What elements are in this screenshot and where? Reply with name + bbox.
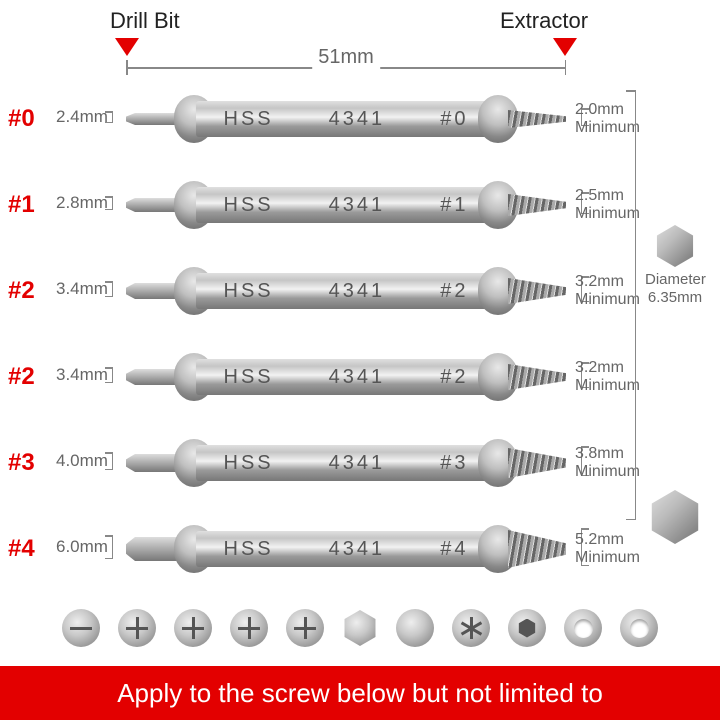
- arrow-drill-icon: [115, 38, 139, 56]
- bit-graphic: HSS 4341 #2: [126, 355, 566, 399]
- material-marking: HSS: [220, 538, 278, 561]
- extractor-tip: [508, 364, 566, 390]
- bit-size-label: #3: [8, 449, 35, 477]
- bit-size-label: #1: [8, 191, 35, 219]
- bit-graphic: HSS 4341 #3: [126, 441, 566, 485]
- bit-row: #2 3.4mm HSS 4341 #2 3.2mmMinimum: [0, 333, 720, 419]
- dim-bracket: [112, 196, 126, 210]
- bit-graphic: HSS 4341 #0: [126, 97, 566, 141]
- footer-text: Apply to the screw below but not limited…: [117, 678, 603, 709]
- bit-body: HSS 4341 #2: [196, 273, 496, 309]
- bit-id-marking: #4: [436, 538, 472, 561]
- bit-graphic: HSS 4341 #4: [126, 527, 566, 571]
- bit-size-label: #4: [8, 535, 35, 563]
- bit-id-marking: #2: [436, 280, 472, 303]
- bit-size-label: #2: [8, 363, 35, 391]
- screw-phillips-icon: [230, 609, 268, 647]
- hex-diameter-secondary: [645, 490, 705, 544]
- footer-banner: Apply to the screw below but not limited…: [0, 666, 720, 720]
- bit-row: #4 6.0mm HSS 4341 #4 5.2mmMinimum: [0, 505, 720, 591]
- bit-row: #2 3.4mm HSS 4341 #2 3.2mmMinimum: [0, 247, 720, 333]
- grade-marking: 4341: [325, 366, 390, 389]
- hex-diameter-label: Diameter 6.35mm: [645, 271, 705, 307]
- bit-id-marking: #0: [436, 108, 472, 131]
- screw-hex-icon: [342, 610, 378, 646]
- extractor-dim-value: 2.0mmMinimum: [575, 101, 640, 136]
- bit-graphic: HSS 4341 #1: [126, 183, 566, 227]
- bit-id-marking: #2: [436, 366, 472, 389]
- material-marking: HSS: [220, 452, 278, 475]
- extractor-tip: [508, 530, 566, 568]
- material-marking: HSS: [220, 108, 278, 131]
- hex-icon: [648, 490, 702, 544]
- bit-row: #1 2.8mm HSS 4341 #1 2.5mmMinimum: [0, 161, 720, 247]
- extractor-dim-value: 5.2mmMinimum: [575, 531, 640, 566]
- extractor-dim-value: 3.2mmMinimum: [575, 273, 640, 308]
- bit-row: #3 4.0mm HSS 4341 #3 3.8mmMinimum: [0, 419, 720, 505]
- hex-icon: [654, 225, 696, 267]
- dim-bracket: [112, 367, 126, 383]
- material-marking: HSS: [220, 366, 278, 389]
- bit-id-marking: #1: [436, 194, 472, 217]
- extractor-dim-value: 3.2mmMinimum: [575, 359, 640, 394]
- infographic-container: Drill Bit Extractor 51mm #0 2.4mm HSS 43…: [0, 0, 720, 720]
- drill-dim-value: 6.0mm: [56, 537, 108, 557]
- bit-id-marking: #3: [436, 452, 472, 475]
- bit-body: HSS 4341 #2: [196, 359, 496, 395]
- screw-combo-icon: [286, 609, 324, 647]
- bit-graphic: HSS 4341 #2: [126, 269, 566, 313]
- screw-pan-icon: [396, 609, 434, 647]
- drill-dim-value: 3.4mm: [56, 279, 108, 299]
- grade-marking: 4341: [325, 280, 390, 303]
- dim-bracket: [112, 452, 126, 470]
- bit-body: HSS 4341 #0: [196, 101, 496, 137]
- grade-marking: 4341: [325, 194, 390, 217]
- dim-bracket: [112, 535, 126, 559]
- extractor-dim-value: 3.8mmMinimum: [575, 445, 640, 480]
- bit-size-label: #2: [8, 277, 35, 305]
- screw-socket-icon: [508, 609, 546, 647]
- drill-dim-value: 2.4mm: [56, 107, 108, 127]
- overall-length-value: 51mm: [312, 46, 380, 69]
- dim-tick: [565, 60, 567, 75]
- extractor-tip: [508, 278, 566, 304]
- drill-dim-value: 3.4mm: [56, 365, 108, 385]
- bit-row: #0 2.4mm HSS 4341 #0 2.0mmMinimum: [0, 75, 720, 161]
- bits-list: #0 2.4mm HSS 4341 #0 2.0mmMinimum #1 2.8…: [0, 75, 720, 591]
- screw-pan-phillips-icon: [118, 609, 156, 647]
- bit-body: HSS 4341 #4: [196, 531, 496, 567]
- grade-marking: 4341: [325, 538, 390, 561]
- dim-bracket: [112, 281, 126, 297]
- material-marking: HSS: [220, 280, 278, 303]
- drill-bit-label: Drill Bit: [110, 8, 180, 34]
- screw-torx-icon: [452, 609, 490, 647]
- extractor-label: Extractor: [500, 8, 588, 34]
- bit-body: HSS 4341 #3: [196, 445, 496, 481]
- grade-marking: 4341: [325, 452, 390, 475]
- material-marking: HSS: [220, 194, 278, 217]
- screw-ring-icon: [620, 609, 658, 647]
- extractor-dim-value: 2.5mmMinimum: [575, 187, 640, 222]
- grade-marking: 4341: [325, 108, 390, 131]
- extractor-tip: [508, 194, 566, 216]
- drill-dim-value: 2.8mm: [56, 193, 108, 213]
- bit-body: HSS 4341 #1: [196, 187, 496, 223]
- extractor-tip: [508, 110, 566, 128]
- bit-size-label: #0: [8, 105, 35, 133]
- screw-types-row: [0, 604, 720, 652]
- drill-dim-value: 4.0mm: [56, 451, 108, 471]
- screw-phillips-icon: [174, 609, 212, 647]
- dim-bracket: [112, 111, 126, 123]
- hex-diameter: Diameter 6.35mm: [645, 225, 705, 307]
- header: Drill Bit Extractor 51mm: [0, 8, 720, 68]
- arrow-extractor-icon: [553, 38, 577, 56]
- screw-ring-icon: [564, 609, 602, 647]
- screw-slot-icon: [62, 609, 100, 647]
- extractor-tip: [508, 448, 566, 478]
